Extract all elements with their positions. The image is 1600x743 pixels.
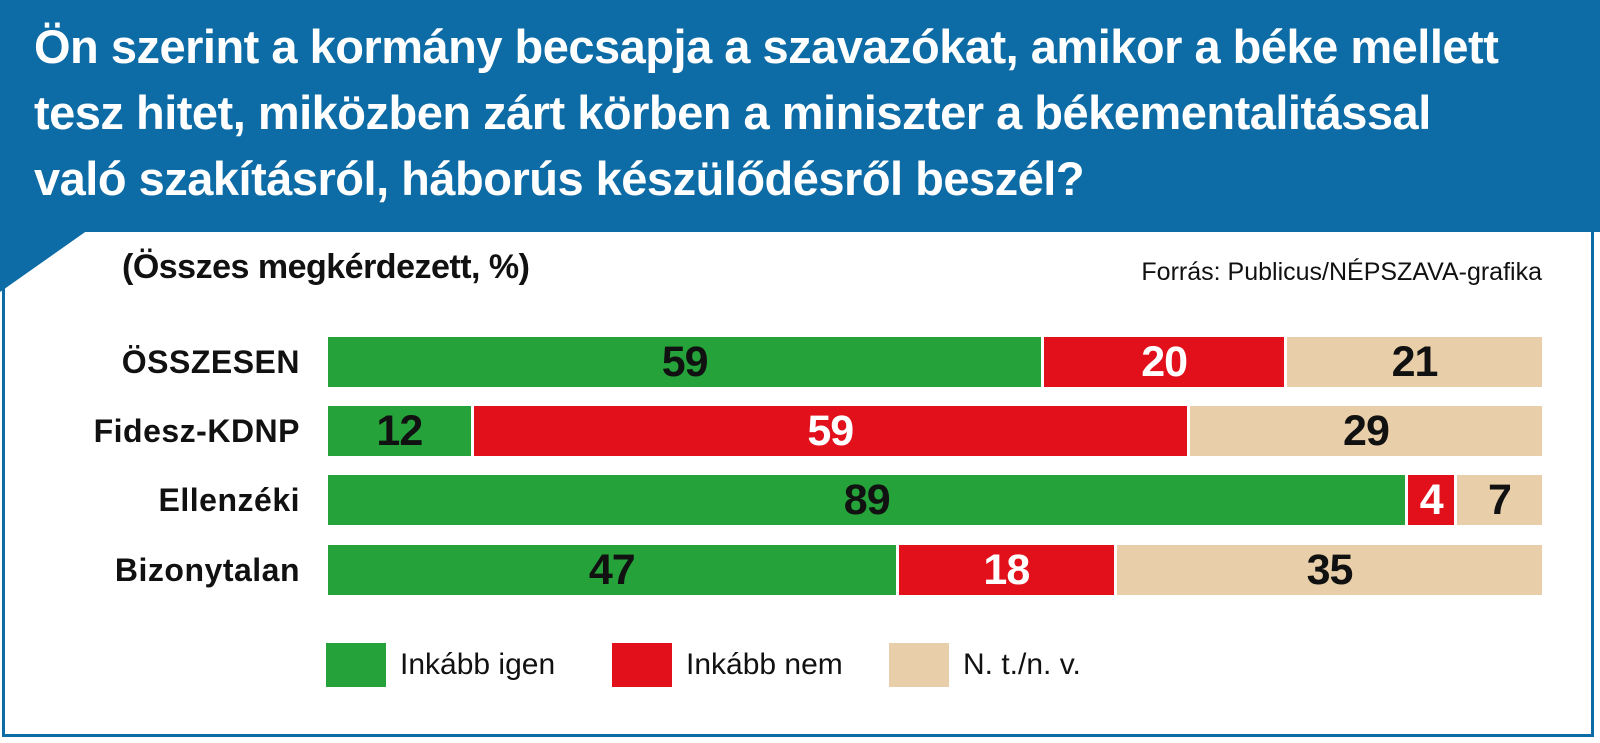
- category-label: ÖSSZESEN: [121, 344, 300, 380]
- legend-label: Inkább igen: [400, 648, 556, 681]
- header-banner: Ön szerint a kormány becsapja a szavazók…: [0, 0, 1600, 232]
- bar-segment-inkabb-igen: 89: [328, 475, 1409, 525]
- legend-swatch: [326, 643, 386, 687]
- data-label: 59: [661, 337, 709, 386]
- question-line-1: Ön szerint a kormány becsapja a szavazók…: [34, 20, 1499, 73]
- legend-label: N. t./n. v.: [963, 648, 1081, 681]
- bar-row: 59 20 21: [328, 337, 1542, 387]
- legend-swatch: [889, 643, 949, 687]
- data-label: 29: [1343, 406, 1390, 455]
- question-line-2: tesz hitet, miközben zárt körben a minis…: [34, 86, 1431, 139]
- data-label: 7: [1488, 475, 1512, 524]
- bar-segment-nt-nv: 29: [1189, 406, 1542, 456]
- category-label: Fidesz-KDNP: [93, 413, 300, 449]
- data-label: 35: [1306, 545, 1354, 594]
- data-label: 89: [843, 475, 891, 524]
- question-title: Ön szerint a kormány becsapja a szavazók…: [34, 14, 1584, 212]
- data-label: 47: [588, 545, 636, 594]
- bar-segment-inkabb-nem: 18: [898, 545, 1118, 595]
- data-label: 18: [983, 545, 1030, 594]
- bar-segment-nt-nv: 35: [1117, 545, 1542, 595]
- bar-segment-inkabb-igen: 47: [328, 545, 899, 595]
- data-label: 59: [807, 406, 854, 455]
- bar-segment-nt-nv: 21: [1287, 337, 1542, 387]
- data-label: 20: [1141, 337, 1188, 386]
- data-label: 12: [376, 406, 423, 455]
- legend-swatch: [612, 643, 672, 687]
- question-line-3: való szakításról, háborús készülődésről …: [34, 152, 1085, 205]
- bar-row: 89 4 7: [328, 475, 1542, 525]
- category-label: Bizonytalan: [114, 552, 300, 588]
- bar-segment-inkabb-igen: 59: [328, 337, 1045, 387]
- bar-segment-inkabb-igen: 12: [328, 406, 474, 456]
- data-label: 4: [1419, 475, 1444, 524]
- category-label: Ellenzéki: [158, 482, 300, 518]
- bar-segment-inkabb-nem: 4: [1408, 475, 1457, 525]
- bar-segment-inkabb-nem: 20: [1044, 337, 1288, 387]
- data-label: 21: [1391, 337, 1439, 386]
- bar-segment-inkabb-nem: 59: [473, 406, 1190, 456]
- bar-row: 12 59 29: [328, 406, 1542, 456]
- bar-row: 47 18 35: [328, 545, 1542, 595]
- source-credit: Forrás: Publicus/NÉPSZAVA-grafika: [1141, 258, 1542, 286]
- header-speech-tail: [0, 230, 88, 292]
- legend-label: Inkább nem: [686, 648, 843, 681]
- chart-subtitle: (Összes megkérdezett, %): [122, 248, 530, 286]
- bar-segment-nt-nv: 7: [1457, 475, 1542, 525]
